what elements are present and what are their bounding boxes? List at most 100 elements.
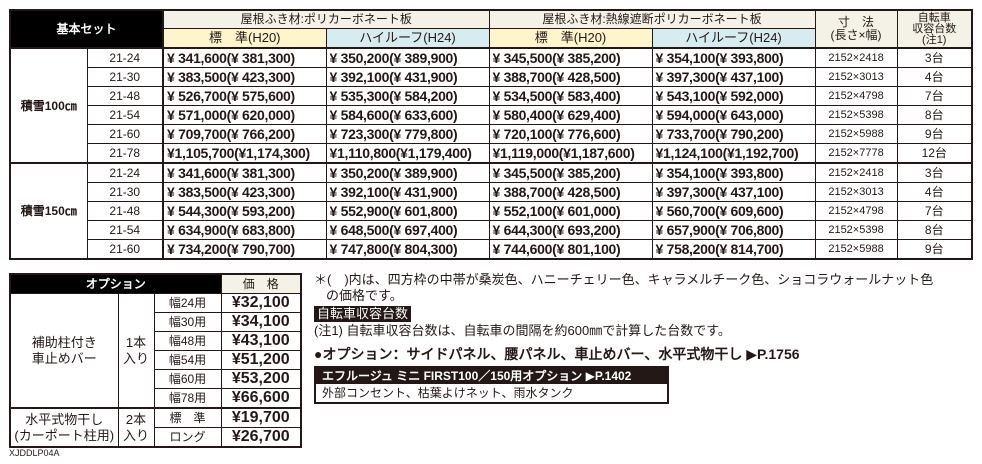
bike-capacity-cell: 9台 bbox=[896, 124, 973, 144]
price-cell: ¥ 397,300(¥ 437,100) bbox=[651, 67, 816, 87]
price-cell: ¥ 758,200(¥ 814,700) bbox=[651, 239, 816, 260]
bike-capacity-cell: 7台 bbox=[896, 86, 973, 106]
price-cell: ¥ 354,100(¥ 393,800) bbox=[651, 162, 816, 183]
table-row: 21-60 ¥ 709,700(¥ 766,200) ¥ 723,300(¥ 779… bbox=[10, 124, 973, 144]
option-header: オプション bbox=[9, 273, 222, 294]
table-row: 積雪100㎝ 21-24 ¥ 341,600(¥ 381,300) ¥ 350,200… bbox=[9, 47, 973, 164]
dimension-header: 寸 法 (長さ×幅) bbox=[814, 9, 898, 49]
price-cell: ¥ 388,700(¥ 428,500) bbox=[488, 182, 653, 202]
dimension-cell: 2152×5988 bbox=[814, 239, 898, 260]
option-row: 幅60用 ¥53,200 bbox=[10, 369, 302, 389]
price-cell: ¥ 634,900(¥ 683,800) bbox=[162, 220, 327, 240]
price-cell: ¥1,105,700(¥1,174,300) bbox=[162, 143, 327, 164]
option-price: ¥51,200 bbox=[220, 350, 302, 370]
price-cell: ¥ 350,200(¥ 389,900) bbox=[325, 162, 490, 183]
price-cell: ¥ 383,500(¥ 423,300) bbox=[162, 67, 327, 87]
option-name: 補助柱付き 車止めバー bbox=[9, 293, 119, 409]
price-cell: ¥ 580,400(¥ 629,400) bbox=[488, 105, 653, 125]
dimension-cell: 2152×5398 bbox=[814, 220, 898, 240]
price-cell: ¥ 392,100(¥ 431,900) bbox=[325, 182, 490, 202]
price-cell: ¥ 709,700(¥ 766,200) bbox=[162, 124, 327, 144]
catalog-code: XJDDLP04A bbox=[9, 448, 60, 458]
option-variant: 幅54用 bbox=[153, 350, 222, 370]
table-row: 21-48 ¥ 526,700(¥ 575,600) ¥ 535,300(¥ 584… bbox=[10, 86, 973, 106]
table-row: 21-48 ¥ 544,300(¥ 593,200) ¥ 552,900(¥ 601… bbox=[10, 201, 973, 221]
subheader-highroof: ハイルーフ(H24) bbox=[651, 28, 816, 49]
model-cell: 21-78 bbox=[86, 143, 164, 164]
option-row: 幅54用 ¥51,200 bbox=[10, 350, 302, 370]
option-variant: 幅48用 bbox=[153, 331, 222, 351]
option-variant: 幅60用 bbox=[153, 369, 222, 389]
bike-capacity-cell: 9台 bbox=[896, 239, 973, 260]
price-cell: ¥ 734,200(¥ 790,700) bbox=[162, 239, 327, 260]
model-cell: 21-54 bbox=[86, 105, 164, 125]
option-quantity: 2本 入り bbox=[117, 407, 155, 448]
bike-capacity-cell: 8台 bbox=[896, 220, 973, 240]
bike-capacity-cell: 3台 bbox=[896, 162, 973, 183]
bike-capacity-label: 自転車収容台数 bbox=[314, 306, 412, 322]
model-cell: 21-30 bbox=[86, 182, 164, 202]
note-price-colors: ＊( )内は、四方枠の中帯が桑炭色、ハニーチェリー色、キャラメルチーク色、ショコ… bbox=[314, 272, 934, 287]
bike-capacity-header: 自転車 収容台数 (注1) bbox=[896, 9, 973, 49]
note-bike-capacity: (注1) 自転車収容台数は、自転車の間隔を約600㎜で計算した台数です。 bbox=[314, 323, 731, 338]
price-cell: ¥ 657,900(¥ 706,800) bbox=[651, 220, 816, 240]
option-box-title: エフルージュ ミニ FIRST100／150用オプション ▶P.1402 bbox=[316, 368, 667, 384]
price-table: 基本セット 屋根ふき材:ポリカーボネート板 屋根ふき材:熱線遮断ポリカーボネート… bbox=[9, 9, 974, 260]
price-cell: ¥ 341,600(¥ 381,300) bbox=[162, 47, 327, 68]
price-cell: ¥ 723,300(¥ 779,800) bbox=[325, 124, 490, 144]
options-reference: ●オプション：サイドパネル、腰パネル、車止めバー、水平式物干し ▶P.1756 bbox=[314, 346, 800, 362]
table-row: 21-54 ¥ 634,900(¥ 683,800) ¥ 648,500(¥ 697… bbox=[10, 220, 973, 240]
notes-section: ＊( )内は、四方枠の中帯が桑炭色、ハニーチェリー色、キャラメルチーク色、ショコ… bbox=[314, 272, 974, 404]
option-price: ¥32,100 bbox=[220, 293, 302, 313]
option-row: 補助柱付き 車止めバー 1本 入り 幅24用 ¥32,100 bbox=[9, 293, 302, 409]
price-cell: ¥ 644,300(¥ 693,200) bbox=[488, 220, 653, 240]
price-cell: ¥ 747,800(¥ 804,300) bbox=[325, 239, 490, 260]
subheader-standard: 標 準(H20) bbox=[162, 28, 327, 49]
price-cell: ¥ 720,100(¥ 776,600) bbox=[488, 124, 653, 144]
price-cell: ¥ 571,000(¥ 620,000) bbox=[162, 105, 327, 125]
dimension-cell: 2152×3013 bbox=[814, 182, 898, 202]
bike-capacity-cell: 12台 bbox=[896, 143, 973, 164]
option-variant: 標 準 bbox=[153, 407, 222, 428]
dimension-cell: 2152×2418 bbox=[814, 162, 898, 183]
model-cell: 21-24 bbox=[86, 162, 164, 183]
price-cell: ¥ 552,900(¥ 601,800) bbox=[325, 201, 490, 221]
option-table: オプション 価 格 補助柱付き 車止めバー 1本 入り 幅24用 ¥32,100 幅30… bbox=[9, 273, 303, 448]
price-cell: ¥ 341,600(¥ 381,300) bbox=[162, 162, 327, 183]
group-header-polycarbonate: 屋根ふき材:ポリカーボネート板 bbox=[162, 9, 490, 29]
price-cell: ¥ 552,100(¥ 601,000) bbox=[488, 201, 653, 221]
option-price: ¥53,200 bbox=[220, 369, 302, 389]
price-cell: ¥ 345,500(¥ 385,200) bbox=[488, 162, 653, 183]
option-variant: 幅24用 bbox=[153, 293, 222, 313]
bike-capacity-cell: 4台 bbox=[896, 182, 973, 202]
model-cell: 21-48 bbox=[86, 201, 164, 221]
price-cell: ¥ 535,300(¥ 584,200) bbox=[325, 86, 490, 106]
dimension-header-text: 寸 法 (長さ×幅) bbox=[830, 15, 882, 42]
option-price: ¥26,700 bbox=[220, 427, 302, 448]
table-row: 21-78 ¥1,105,700(¥1,174,300) ¥1,110,800(¥1… bbox=[10, 143, 973, 164]
dimension-cell: 2152×2418 bbox=[814, 47, 898, 68]
price-cell: ¥ 345,500(¥ 385,200) bbox=[488, 47, 653, 68]
price-cell: ¥ 744,600(¥ 801,100) bbox=[488, 239, 653, 260]
dimension-cell: 2152×5988 bbox=[814, 124, 898, 144]
option-variant: ロング bbox=[153, 427, 222, 448]
model-cell: 21-30 bbox=[86, 67, 164, 87]
bike-header-text: 自転車 収容台数 (注1) bbox=[912, 11, 957, 46]
option-row: 水平式物干し (カーポート柱用) 2本 入り標 準 ¥19,700 bbox=[9, 407, 302, 448]
option-box: エフルージュ ミニ FIRST100／150用オプション ▶P.1402 外部コ… bbox=[314, 366, 669, 404]
model-cell: 21-60 bbox=[86, 239, 164, 260]
bike-capacity-cell: 3台 bbox=[896, 47, 973, 68]
snow-load-label: 積雪100㎝ bbox=[9, 47, 88, 164]
model-cell: 21-54 bbox=[86, 220, 164, 240]
model-cell: 21-48 bbox=[86, 86, 164, 106]
price-cell: ¥ 383,500(¥ 423,300) bbox=[162, 182, 327, 202]
price-header: 価 格 bbox=[220, 273, 302, 294]
bike-capacity-cell: 4台 bbox=[896, 67, 973, 87]
dimension-cell: 2152×7778 bbox=[814, 143, 898, 164]
option-row: 幅78用 ¥66,600 bbox=[10, 388, 302, 409]
price-cell: ¥ 560,700(¥ 609,600) bbox=[651, 201, 816, 221]
note-price-colors-cont: の価格です。 bbox=[326, 288, 403, 303]
price-cell: ¥ 584,600(¥ 633,600) bbox=[325, 105, 490, 125]
dimension-cell: 2152×4798 bbox=[814, 86, 898, 106]
price-cell: ¥ 397,300(¥ 437,100) bbox=[651, 182, 816, 202]
